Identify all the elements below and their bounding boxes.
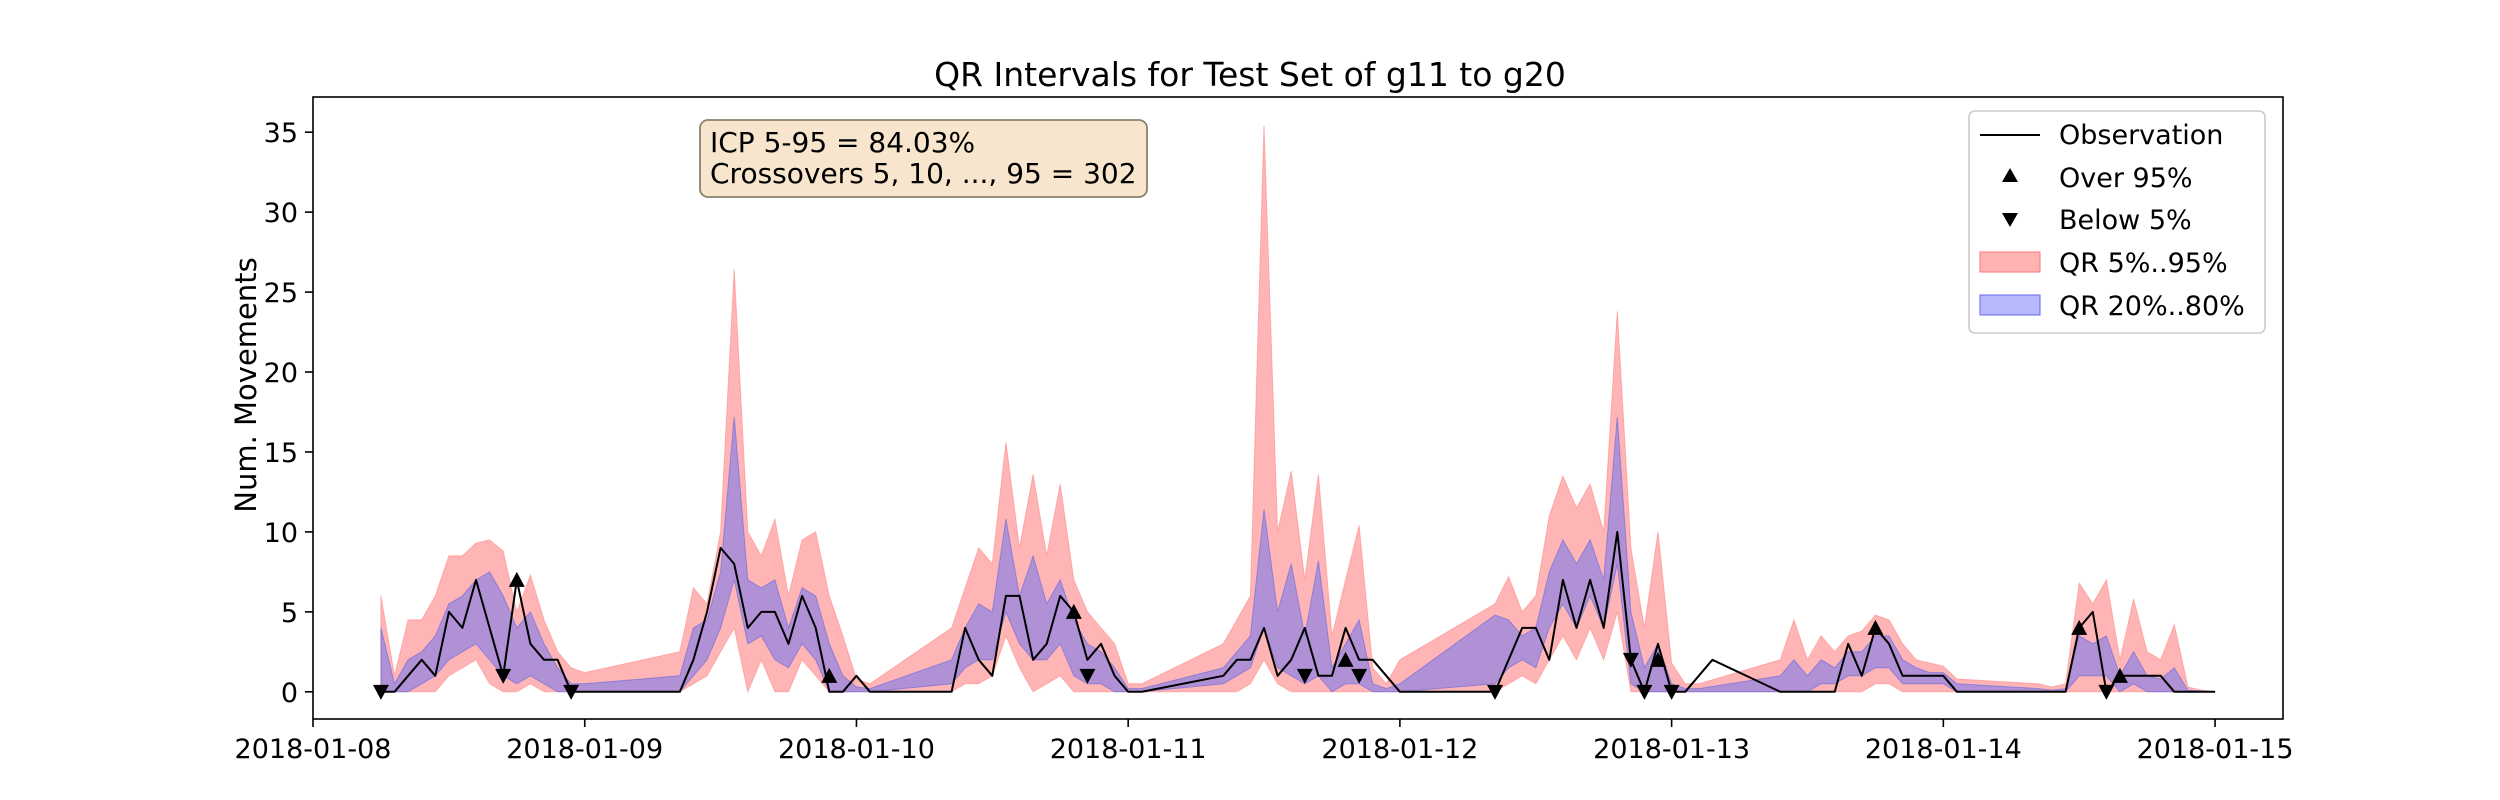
legend-label-qr-5-95: QR 5%..95% (2059, 248, 2228, 279)
y-tick-label-0: 0 (281, 678, 298, 709)
y-tick-label-15: 15 (264, 438, 298, 469)
legend-swatch-qr-5-95 (1979, 251, 2041, 273)
x-tick-label-2018-01-13: 2018-01-13 (1593, 734, 1750, 765)
y-tick-label-25: 25 (264, 278, 298, 309)
below-5-marker-1 (495, 668, 512, 684)
y-tick-label-35: 35 (264, 118, 298, 149)
legend-swatch-qr-20-80 (1979, 294, 2041, 316)
annotation-line-crossovers: Crossovers 5, 10, ..., 95 = 302 (710, 157, 1137, 190)
over-95-marker-5 (1867, 619, 1884, 635)
legend-swatch-over-95 (2002, 168, 2018, 182)
plot-area (372, 125, 2216, 700)
x-tick-label-2018-01-08: 2018-01-08 (235, 734, 392, 765)
below-5-marker-5 (1351, 668, 1368, 684)
below-5-marker-2 (563, 684, 580, 700)
observation-line (380, 530, 2216, 693)
below-5-marker-6 (1487, 684, 1503, 700)
over-95-marker-4 (1650, 651, 1667, 667)
annotation-line-icp: ICP 5-95 = 84.03% (710, 126, 975, 159)
annotation-box: ICP 5-95 = 84.03% Crossovers 5, 10, ...,… (699, 119, 1148, 198)
legend: Observation Over 95% Below 5% QR 5%..95%… (1968, 110, 2266, 334)
x-tick-label-2018-01-09: 2018-01-09 (506, 734, 663, 765)
plot-frame (312, 96, 2284, 720)
y-tick-label-10: 10 (264, 518, 298, 549)
below-5-marker-10 (2098, 684, 2115, 700)
over-95-marker-3 (1337, 651, 1354, 667)
chart-title: QR Intervals for Test Set of g11 to g20 (934, 55, 1566, 94)
below-5-marker-3 (1079, 668, 1096, 684)
y-tick-label-5: 5 (281, 598, 298, 629)
y-axis-label: Num. Movements (229, 257, 263, 512)
below-5-marker-0 (372, 684, 389, 700)
x-tick-label-2018-01-11: 2018-01-11 (1050, 734, 1207, 765)
legend-label-qr-20-80: QR 20%..80% (2059, 291, 2245, 322)
legend-label-observation: Observation (2059, 120, 2223, 151)
legend-label-below-5: Below 5% (2059, 205, 2192, 236)
y-tick-label-30: 30 (264, 198, 298, 229)
annotation-background (699, 119, 1148, 198)
legend-swatch-below-5 (2002, 213, 2018, 227)
x-tick-label-2018-01-10: 2018-01-10 (778, 734, 935, 765)
x-tick-label-2018-01-12: 2018-01-12 (1321, 734, 1478, 765)
x-tick-label-2018-01-14: 2018-01-14 (1865, 734, 2022, 765)
over-95-marker-0 (508, 571, 525, 587)
legend-frame (1968, 110, 2266, 334)
below-5-marker-8 (1636, 684, 1653, 700)
axes: 0 5 10 15 20 25 30 35 2018-01-08 2018-01-09 2018-0… (235, 118, 2294, 765)
x-tick-label-2018-01-15: 2018-01-15 (2137, 734, 2294, 765)
over-95-marker-2 (1065, 603, 1082, 619)
legend-label-over-95: Over 95% (2059, 163, 2193, 194)
over-95-marker-6 (2071, 619, 2088, 635)
over-95-marker-1 (821, 667, 838, 683)
y-tick-label-20: 20 (264, 358, 298, 389)
below-5-marker-4 (1296, 668, 1313, 684)
over-95-marker-7 (2111, 667, 2128, 683)
below-5-marker-7 (1622, 652, 1639, 668)
below-5-marker-9 (1663, 684, 1680, 700)
